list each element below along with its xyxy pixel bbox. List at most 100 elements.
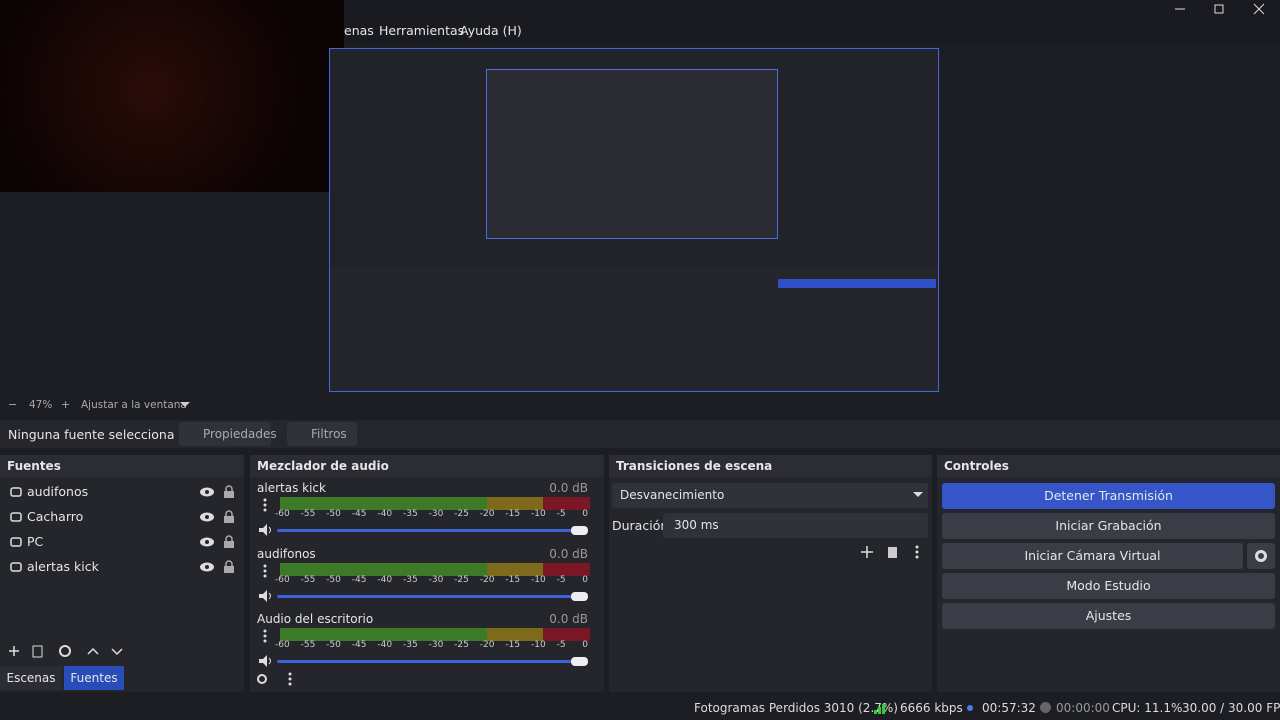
dock-title: Controles — [944, 459, 1009, 473]
meter-yellow — [487, 562, 543, 576]
meter-scale-label: -45 — [351, 574, 367, 585]
meter-scale-label: 0 — [582, 574, 588, 585]
meter-scale-label: -40 — [377, 640, 393, 650]
channel-menu — [263, 564, 267, 577]
channel-name: audifonos — [257, 546, 316, 561]
source-name[interactable]: PC — [27, 534, 44, 549]
meter-scale-label: -40 — [377, 509, 393, 519]
scene-tab[interactable]: Escenas — [0, 666, 62, 690]
source-name[interactable]: Cacharro — [27, 509, 84, 524]
meter-scale-label: -45 — [351, 509, 367, 519]
mixer-toolbar — [257, 672, 292, 686]
status-item: 30.00 / 30.00 FPS — [1182, 701, 1280, 715]
channel-name: Audio del escritorio — [257, 612, 374, 626]
scene-tab[interactable]: Fuentes — [64, 666, 124, 690]
meter-red — [543, 628, 590, 641]
volume-knob[interactable] — [571, 657, 588, 666]
visibility-icon — [200, 562, 214, 572]
meter-scale-label: -40 — [377, 574, 393, 585]
lock-icon — [224, 510, 234, 523]
meter-scale-label: -20 — [479, 574, 495, 585]
meter-scale-label: -25 — [454, 640, 469, 650]
dock-title: Transiciones de escena — [616, 459, 773, 473]
source-icon — [10, 512, 22, 522]
volume-slider — [277, 529, 582, 532]
control-button[interactable]: Iniciar Grabación — [942, 513, 1275, 539]
visibility-icon — [200, 487, 214, 497]
control-button[interactable]: Iniciar Cámara Virtual — [942, 543, 1243, 569]
source-name[interactable]: audifonos — [27, 484, 89, 499]
status-item: 00:57:32 — [982, 701, 1036, 715]
visibility-icon — [200, 537, 214, 547]
meter-scale-label: -35 — [403, 640, 418, 650]
virtual-cam-settings[interactable] — [1247, 543, 1275, 569]
lock-icon — [224, 535, 234, 548]
mute-icon — [259, 655, 271, 667]
properties-bar: Ninguna fuente selecciona Propiedades Fi… — [0, 420, 1280, 448]
channel-level: 0.0 dB — [549, 481, 588, 495]
control-button[interactable]: Detener Transmisión — [942, 483, 1275, 509]
meter-scale-label: -10 — [531, 574, 546, 585]
zoom-fit[interactable]: Ajustar a la ventana — [81, 399, 187, 411]
mute-icon — [259, 589, 271, 602]
status-bar — [0, 696, 1280, 720]
zoom-out[interactable]: − — [8, 398, 18, 411]
meter-scale-label: -55 — [300, 574, 316, 585]
meter-green — [280, 562, 487, 576]
meter-green — [280, 497, 487, 510]
control-button[interactable]: Modo Estudio — [942, 573, 1275, 599]
volume-knob[interactable] — [571, 526, 588, 535]
source-icon — [10, 487, 22, 497]
meter-scale-label: -5 — [556, 509, 566, 519]
filters-button[interactable]: Filtros — [287, 422, 357, 446]
meter-scale-label: -20 — [479, 640, 495, 650]
duration-spin[interactable]: 300 ms — [663, 513, 928, 538]
menu-item[interactable]: Herramientas — [379, 23, 465, 38]
meter-scale-label: -10 — [531, 640, 546, 650]
meter-scale-label: -50 — [326, 509, 341, 519]
meter-scale-label: 0 — [582, 640, 588, 650]
dock-title: Mezclador de audio — [257, 459, 389, 473]
volume-knob[interactable] — [571, 591, 588, 601]
meter-scale-label: -15 — [505, 509, 521, 519]
window-controls — [1175, 3, 1265, 15]
dropdown-arrow — [180, 402, 190, 407]
meter-scale-label: -55 — [300, 509, 316, 519]
source-name[interactable]: alertas kick — [27, 559, 99, 574]
control-button[interactable]: Ajustes — [942, 603, 1275, 629]
menu-item[interactable]: enas — [344, 23, 374, 38]
visibility-icon — [200, 512, 214, 522]
meter-scale-label: -10 — [531, 509, 546, 519]
meter-scale-label: -25 — [454, 509, 469, 519]
channel-menu — [263, 498, 267, 512]
lock-icon — [224, 485, 234, 498]
meter-scale-label: -35 — [403, 574, 418, 585]
meter-scale-label: -50 — [326, 574, 341, 585]
meter-scale-label: -30 — [428, 509, 444, 519]
transition-toolbar — [861, 545, 919, 559]
status-text: Ninguna fuente selecciona — [8, 427, 175, 442]
nested-preview — [486, 69, 778, 239]
meter-scale-label: -55 — [300, 640, 316, 650]
volume-slider — [277, 660, 582, 663]
volume-slider — [277, 594, 582, 598]
meter-scale-label: -60 — [275, 574, 290, 585]
dock-title: Fuentes — [7, 459, 61, 473]
meter-scale-label: -20 — [479, 509, 495, 519]
gear-icon — [1255, 550, 1267, 562]
duration-label: Duración — [612, 518, 669, 533]
status-item: 6666 kbps — [900, 701, 963, 715]
zoom-in[interactable]: + — [61, 398, 71, 411]
meter-scale-label: -15 — [505, 640, 521, 650]
properties-button[interactable]: Propiedades — [179, 422, 277, 446]
stream-icon — [967, 705, 973, 711]
meter-scale-label: -25 — [454, 574, 469, 585]
zoom-level: 47% — [29, 399, 53, 411]
dropdown-arrow — [913, 492, 923, 497]
meter-red — [543, 497, 590, 510]
menu-item[interactable]: Ayuda (H) — [460, 23, 522, 38]
source-toolbar — [9, 645, 123, 658]
meter-scale-label: -60 — [275, 509, 290, 519]
transition-select[interactable]: Desvanecimiento — [612, 483, 928, 508]
meter-scale-label: -35 — [403, 509, 418, 519]
